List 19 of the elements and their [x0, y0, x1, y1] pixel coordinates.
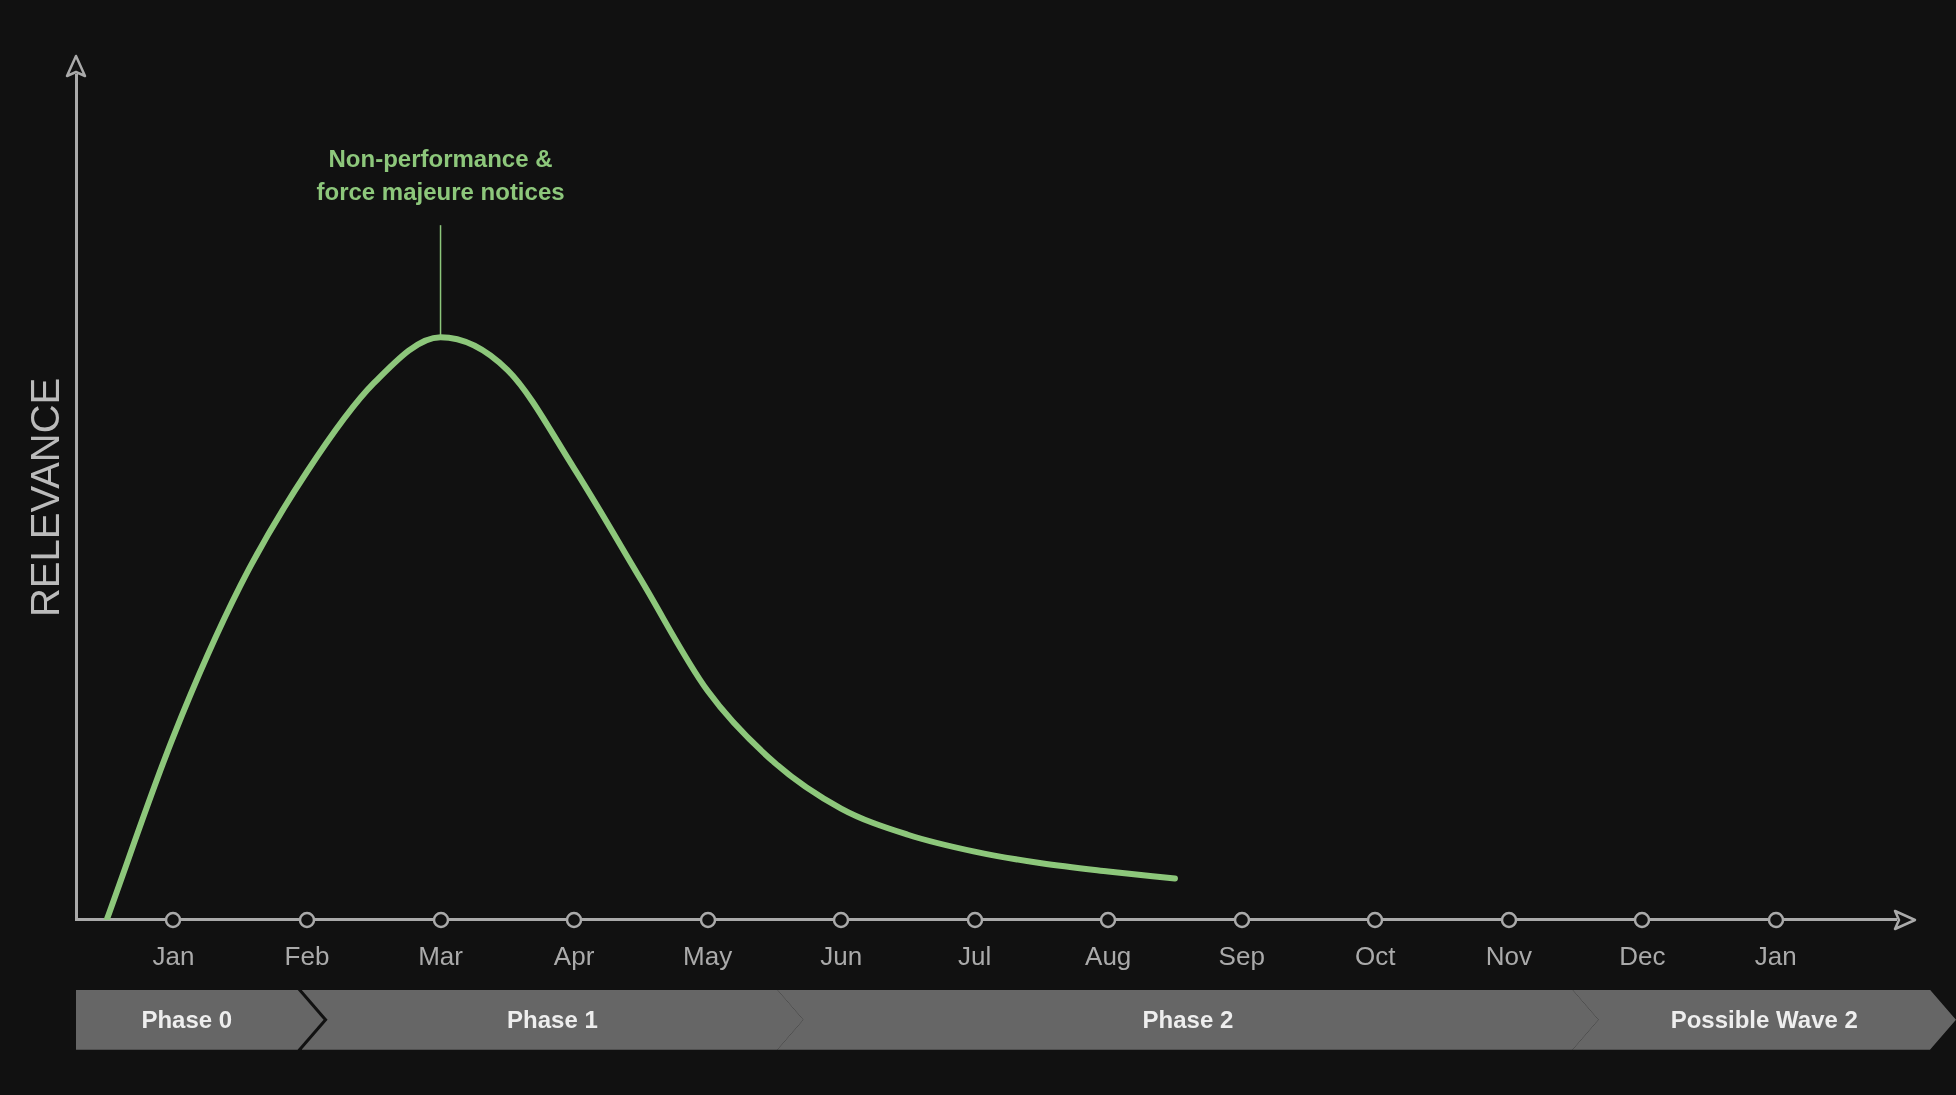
x-tick-label: Mar [418, 940, 464, 971]
x-tick-label: Dec [1619, 940, 1666, 971]
chevron: Phase 1 [301, 989, 804, 1050]
annotation: Non-performance & force majeure notices [316, 145, 565, 206]
x-tick-label: Sep [1218, 940, 1265, 971]
chevron: Phase 0 [76, 989, 324, 1050]
x-tick-label: Jan [1754, 940, 1797, 971]
x-tick-label: Jun [820, 940, 863, 971]
chevron: Phase 2 [777, 989, 1599, 1050]
x-tick-label: Nov [1485, 940, 1532, 971]
x-tick-label: Jul [958, 940, 992, 971]
x-tick-label: Feb [284, 940, 330, 971]
chevron: Possible Wave 2 [1572, 989, 1956, 1050]
x-tick-label: May [683, 940, 733, 971]
x-tick-label: Apr [553, 940, 595, 971]
x-tick-label: Jan [152, 940, 195, 971]
y-axis-title: RELEVANCE [23, 377, 68, 618]
x-tick-label: Oct [1355, 940, 1397, 971]
x-tick-label: Aug [1085, 940, 1132, 971]
